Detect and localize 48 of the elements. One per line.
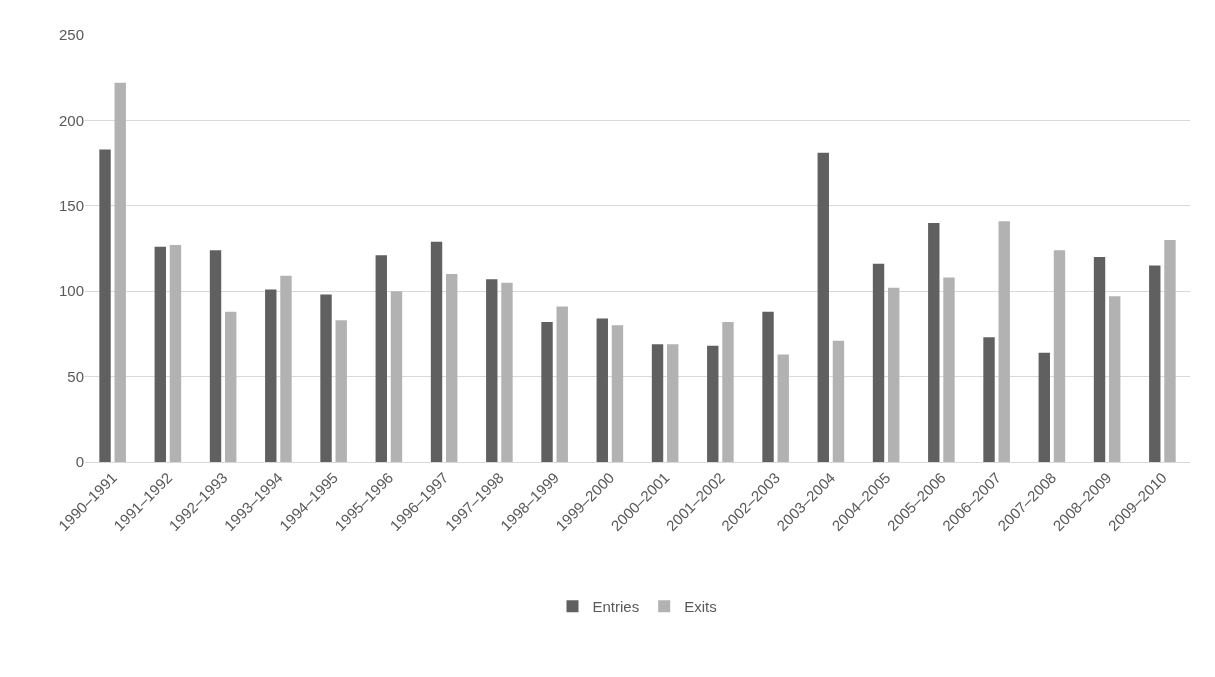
y-tick-label: 250 bbox=[58, 26, 84, 44]
bar bbox=[390, 291, 403, 462]
bar bbox=[1149, 265, 1161, 462]
bar bbox=[888, 287, 900, 462]
bar bbox=[611, 325, 624, 462]
bar bbox=[501, 282, 513, 462]
bar bbox=[832, 340, 845, 462]
bar bbox=[225, 311, 237, 462]
legend-label: Entries bbox=[592, 598, 640, 616]
bar bbox=[154, 246, 166, 462]
bar bbox=[1109, 296, 1121, 462]
bar bbox=[556, 306, 568, 462]
bar bbox=[169, 245, 182, 462]
bar bbox=[983, 337, 995, 462]
bar bbox=[928, 222, 940, 462]
bar bbox=[375, 255, 387, 462]
bar bbox=[265, 289, 277, 462]
bar bbox=[1164, 239, 1176, 462]
bar bbox=[998, 221, 1010, 462]
bar bbox=[320, 294, 332, 462]
bar bbox=[430, 241, 443, 462]
bar bbox=[722, 321, 734, 462]
bar bbox=[335, 320, 347, 462]
y-tick-label: 50 bbox=[67, 367, 84, 385]
bar bbox=[486, 279, 498, 462]
bar bbox=[667, 344, 679, 462]
bar bbox=[817, 152, 829, 462]
bar bbox=[777, 354, 789, 462]
bar bbox=[872, 263, 885, 462]
y-tick-label: 150 bbox=[58, 197, 84, 215]
y-tick-label: 200 bbox=[58, 111, 84, 129]
bar bbox=[99, 149, 111, 462]
bar bbox=[1053, 250, 1066, 462]
bar bbox=[1093, 257, 1106, 462]
bar bbox=[1038, 352, 1050, 462]
bar bbox=[651, 344, 664, 462]
y-tick-label: 0 bbox=[75, 453, 84, 471]
bar bbox=[114, 82, 126, 462]
bar bbox=[280, 275, 292, 462]
bar bbox=[762, 311, 774, 462]
bar bbox=[707, 345, 719, 462]
bar bbox=[541, 321, 553, 462]
bar bbox=[596, 318, 608, 462]
bar bbox=[943, 277, 955, 462]
y-tick-label: 100 bbox=[58, 282, 84, 300]
bar bbox=[209, 250, 222, 462]
bar bbox=[446, 274, 458, 462]
legend-label: Exits bbox=[684, 598, 717, 616]
